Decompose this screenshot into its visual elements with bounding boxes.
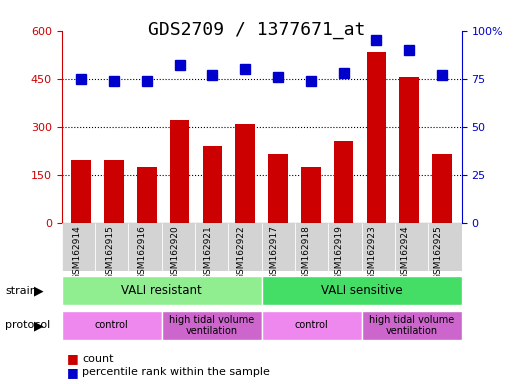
Text: GSM162918: GSM162918 — [302, 225, 311, 280]
Text: GSM162915: GSM162915 — [105, 225, 114, 280]
Text: VALI resistant: VALI resistant — [121, 285, 202, 297]
Text: GDS2709 / 1377671_at: GDS2709 / 1377671_at — [148, 21, 365, 39]
Bar — [235, 124, 255, 223]
Bar — [301, 167, 321, 223]
Text: strain: strain — [5, 286, 37, 296]
Bar — [428, 223, 462, 271]
Text: GSM162925: GSM162925 — [433, 225, 442, 280]
Text: GSM162921: GSM162921 — [204, 225, 212, 280]
Bar — [328, 223, 362, 271]
Bar — [268, 154, 288, 223]
Text: GSM162917: GSM162917 — [269, 225, 278, 280]
Text: ■: ■ — [67, 366, 78, 379]
Bar — [203, 146, 222, 223]
Text: GSM162919: GSM162919 — [334, 225, 344, 280]
Bar — [334, 141, 353, 223]
Bar — [362, 223, 395, 271]
Bar — [295, 223, 328, 271]
Text: ▶: ▶ — [34, 285, 43, 297]
Bar — [162, 223, 195, 271]
Text: ▶: ▶ — [34, 319, 43, 332]
Bar — [104, 161, 124, 223]
Bar — [228, 223, 262, 271]
Bar — [62, 223, 95, 271]
Text: GSM162924: GSM162924 — [400, 225, 409, 280]
Text: GSM162916: GSM162916 — [138, 225, 147, 280]
Text: GSM162922: GSM162922 — [236, 225, 245, 280]
Bar — [262, 223, 295, 271]
Bar — [432, 154, 452, 223]
Text: VALI sensitive: VALI sensitive — [321, 285, 403, 297]
Bar — [170, 120, 189, 223]
Text: control: control — [95, 320, 128, 331]
Bar — [95, 223, 128, 271]
Bar — [195, 223, 228, 271]
Bar — [400, 77, 419, 223]
Bar — [395, 223, 428, 271]
Bar — [367, 51, 386, 223]
Text: count: count — [82, 354, 113, 364]
Text: high tidal volume
ventilation: high tidal volume ventilation — [369, 314, 455, 336]
Bar — [137, 167, 156, 223]
Text: ■: ■ — [67, 353, 78, 366]
Bar — [71, 161, 91, 223]
Text: protocol: protocol — [5, 320, 50, 331]
Text: GSM162920: GSM162920 — [171, 225, 180, 280]
Text: percentile rank within the sample: percentile rank within the sample — [82, 367, 270, 377]
Text: high tidal volume
ventilation: high tidal volume ventilation — [169, 314, 254, 336]
Text: control: control — [295, 320, 328, 331]
Bar — [128, 223, 162, 271]
Text: GSM162923: GSM162923 — [367, 225, 377, 280]
Text: GSM162914: GSM162914 — [72, 225, 81, 280]
